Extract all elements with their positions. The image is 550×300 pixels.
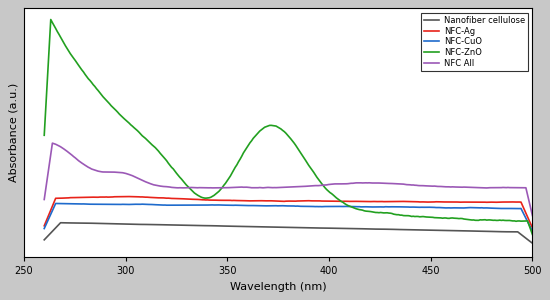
NFC-ZnO — [42, 104, 49, 108]
NFC-CuO — [41, 227, 47, 230]
NFC-ZnO — [342, 202, 348, 206]
NFC-ZnO — [454, 217, 460, 220]
Line: NFC-ZnO: NFC-ZnO — [44, 20, 532, 234]
NFC-Ag — [342, 200, 348, 203]
NFC-ZnO — [529, 232, 536, 236]
Nanofiber cellulose — [485, 230, 492, 233]
NFC-CuO — [342, 205, 348, 208]
NFC-CuO — [56, 202, 62, 205]
NFC-Ag — [129, 195, 136, 198]
NFC-CuO — [333, 205, 340, 208]
NFC All — [529, 214, 536, 217]
NFC-Ag — [332, 200, 338, 203]
NFC All — [454, 185, 460, 189]
NFC-CuO — [454, 206, 460, 210]
NFC-Ag — [333, 200, 340, 203]
Nanofiber cellulose — [42, 236, 49, 240]
NFC-ZnO — [41, 134, 47, 137]
Line: NFC All: NFC All — [44, 143, 532, 215]
NFC-Ag — [42, 220, 49, 224]
Nanofiber cellulose — [529, 242, 536, 245]
Nanofiber cellulose — [342, 226, 348, 230]
NFC-CuO — [332, 205, 338, 208]
NFC-ZnO — [332, 195, 338, 198]
Line: Nanofiber cellulose: Nanofiber cellulose — [44, 223, 532, 243]
NFC All — [49, 141, 56, 145]
NFC-Ag — [485, 200, 492, 204]
Nanofiber cellulose — [454, 229, 460, 232]
NFC-CuO — [529, 229, 536, 233]
Nanofiber cellulose — [333, 226, 340, 230]
NFC All — [333, 182, 340, 186]
NFC-Ag — [454, 200, 460, 204]
NFC-ZnO — [485, 218, 492, 222]
Line: NFC-Ag: NFC-Ag — [44, 196, 532, 228]
NFC-CuO — [42, 223, 49, 227]
NFC-ZnO — [47, 18, 54, 21]
Y-axis label: Absorbance (a.u.): Absorbance (a.u.) — [8, 83, 18, 182]
NFC All — [342, 182, 348, 186]
Nanofiber cellulose — [332, 226, 338, 230]
NFC-Ag — [529, 226, 536, 230]
X-axis label: Wavelength (nm): Wavelength (nm) — [230, 282, 327, 292]
NFC-ZnO — [333, 196, 340, 200]
Nanofiber cellulose — [41, 238, 47, 242]
NFC-Ag — [41, 224, 47, 228]
NFC All — [41, 198, 47, 201]
NFC All — [332, 182, 338, 186]
NFC All — [42, 186, 49, 190]
NFC All — [485, 186, 492, 190]
Nanofiber cellulose — [57, 221, 64, 224]
NFC-CuO — [485, 206, 492, 210]
Legend: Nanofiber cellulose, NFC-Ag, NFC-CuO, NFC-ZnO, NFC All: Nanofiber cellulose, NFC-Ag, NFC-CuO, NF… — [421, 13, 528, 71]
Line: NFC-CuO: NFC-CuO — [44, 203, 532, 231]
